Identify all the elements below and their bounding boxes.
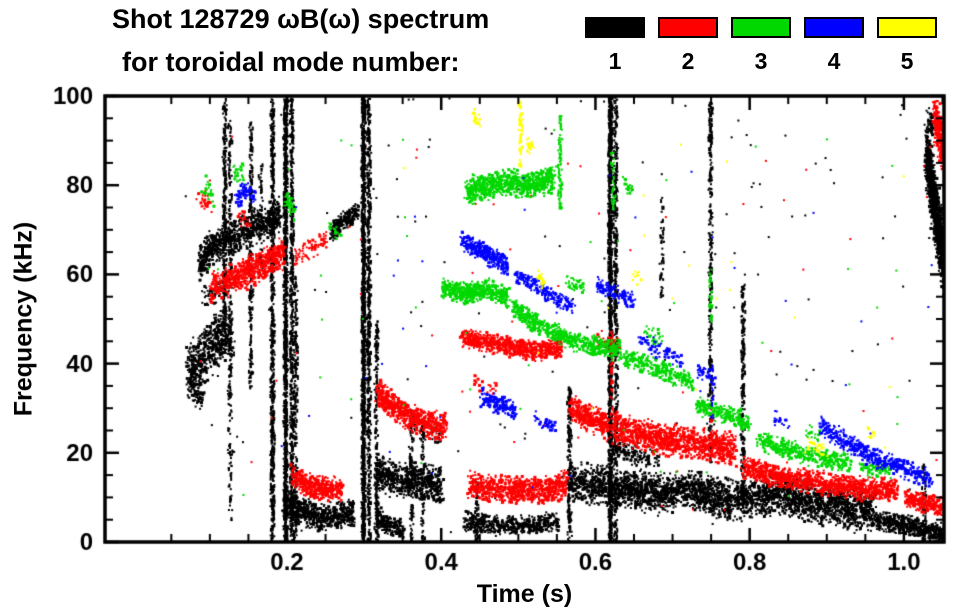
- legend-swatch-mode-2: [658, 17, 718, 38]
- legend-swatch-mode-5: [877, 17, 937, 38]
- legend-label-mode-5: 5: [900, 48, 914, 74]
- legend-label-mode-2: 2: [681, 48, 695, 74]
- y-axis-label: Frequency (kHz): [9, 221, 38, 417]
- legend: [585, 17, 937, 38]
- chart-title: Shot 128729 ωB(ω) spectrum: [112, 4, 490, 34]
- legend-swatch-mode-4: [804, 17, 864, 38]
- legend-label-mode-3: 3: [754, 48, 768, 74]
- legend-swatch-mode-3: [731, 17, 791, 38]
- legend-label-mode-1: 1: [608, 48, 622, 74]
- legend-label-mode-4: 4: [827, 48, 841, 74]
- legend-swatch-mode-1: [585, 17, 645, 38]
- x-axis-label: Time (s): [476, 580, 573, 608]
- chart-subtitle: for toroidal mode number:: [122, 47, 460, 77]
- legend-numbers: 1 2 3 4 5: [585, 48, 937, 75]
